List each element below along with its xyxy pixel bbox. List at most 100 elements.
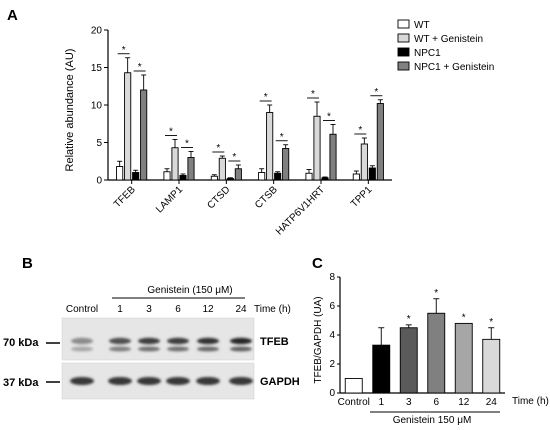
significance-star: * [462,312,466,323]
blot-label-control: Control [66,304,98,315]
bar-wt-ctsd [210,175,218,181]
significance-star: * [169,127,173,138]
chart-a-category-ctsd: CTSD [205,184,232,211]
band-gapdh [70,377,94,385]
blot-timepoints: 1 3 6 12 24 [117,304,247,315]
significance-star: * [280,132,284,143]
blot-time-label: Time (h) [254,304,291,315]
bar-wt-tpp1 [352,173,360,181]
chart-a-ytick-label: 20 [91,26,103,37]
significance-star: * [185,139,189,150]
bar-npc1-ctsd [226,178,234,181]
panel-letter-a: A [7,7,18,24]
significance-star: * [327,112,331,123]
bar-wt-ctsb [258,172,266,181]
significance-star: * [374,87,378,98]
band-gapdh [166,377,190,385]
chart-c-time-label: Time (h) [512,396,549,407]
bar-npc1-genistein-hatp6v1hrt [329,133,337,181]
blot-timepoint-6: 6 [175,304,181,315]
band-tfeb-upper [138,337,160,345]
bar-npc1-genistein-tfeb [140,89,148,181]
bar-npc1-lamp1 [179,175,187,181]
legend-swatch-npc1-genistein [397,61,410,71]
panel-letter-c: C [312,255,323,272]
legend-label-wt: WT [414,20,430,31]
bar-wt-genistein-hatp6v1hrt [313,115,321,181]
significance-star: * [407,314,411,325]
chart-a-category-hatp6v1hrt: HATP6V1HRT [274,184,327,237]
chart-c-bar-1 [372,344,391,394]
chart-a-ytick-label: 0 [96,176,102,187]
chart-a-ytick-label: 5 [96,138,102,149]
chart-c-bar-24 [482,338,501,394]
chart-c-ytick-label: 6 [329,301,335,312]
band-tfeb-lower [109,346,131,352]
band-tfeb-upper [109,337,131,345]
bar-wt-hatp6v1hrt [305,172,313,181]
significance-star: * [232,152,236,163]
band-label-tfeb: TFEB [260,336,289,348]
significance-star: * [122,45,126,56]
chart-c-bar-3 [399,327,418,394]
bar-npc1-genistein-ctsb [282,148,290,181]
chart-a: Relative abundance (AU) 0 5 10 15 20 * * * * * * *… [64,19,494,237]
band-gapdh [108,377,132,385]
chart-a-ytick-label: 10 [91,101,103,112]
chart-c-category-control: Control [338,397,370,408]
blot-timepoint-24: 24 [235,304,247,315]
bar-wt-genistein-tpp1 [360,143,368,181]
bar-npc1-tfeb [132,172,140,181]
significance-star: * [358,125,362,136]
blot-treatment-label: Genistein (150 μM) [147,285,232,296]
chart-a-bars: * * * * * * * * * * * * [116,45,384,181]
bar-wt-genistein-ctsd [218,157,226,181]
significance-star: * [311,89,315,100]
blot-timepoint-12: 12 [202,304,214,315]
legend-swatch-npc1 [397,47,410,57]
bar-npc1-tpp1 [368,167,376,181]
band-label-gapdh: GAPDH [260,376,300,388]
band-tfeb-lower [230,346,252,352]
legend-swatch-wt [397,19,410,29]
panel-letter-b: B [22,255,33,272]
marker-70kda: 70 kDa [3,337,39,349]
chart-c-bar-6 [427,312,446,394]
chart-c-ytick-label: 0 [329,388,335,399]
chart-c-bar-12 [454,322,473,394]
chart-c-bar-control [344,378,363,394]
bar-wt-genistein-tfeb [124,72,132,181]
band-tfeb-upper [197,337,219,345]
chart-a-category-tfeb: TFEB [112,184,138,210]
chart-a-category-tpp1: TPP1 [349,184,375,210]
significance-star: * [489,317,493,328]
significance-star: * [434,288,438,299]
bar-wt-lamp1 [163,171,171,181]
band-gapdh [229,377,253,385]
western-blot: Genistein (150 μM) Control 1 3 6 12 24 Time … [3,285,300,400]
band-tfeb-upper [167,337,189,345]
bar-wt-genistein-lamp1 [171,147,179,181]
band-tfeb-lower [138,346,160,352]
bar-npc1-ctsb [274,172,282,181]
chart-a-legend: WT WT + Genistein NPC1 NPC1 + Genistein [397,19,494,73]
bar-npc1-hatp6v1hrt [321,177,329,181]
band-tfeb-upper [230,337,252,345]
band-tfeb-lower [71,346,93,352]
marker-37kda: 37 kDa [3,377,39,389]
chart-a-ylabel: Relative abundance (AU) [64,49,76,172]
chart-c-ytick-label: 2 [329,359,335,370]
chart-a-category-lamp1: LAMP1 [154,184,185,215]
blot-bands [70,337,253,385]
chart-a-ytick-label: 15 [91,63,103,74]
legend-label-wt-genistein: WT + Genistein [414,34,483,45]
chart-c-ytick-label: 4 [329,330,335,341]
band-gapdh [196,377,220,385]
legend-label-npc1-genistein: NPC1 + Genistein [414,62,494,73]
band-tfeb-upper [71,337,93,345]
band-tfeb-lower [197,346,219,352]
chart-a-category-ctsb: CTSB [253,184,280,211]
